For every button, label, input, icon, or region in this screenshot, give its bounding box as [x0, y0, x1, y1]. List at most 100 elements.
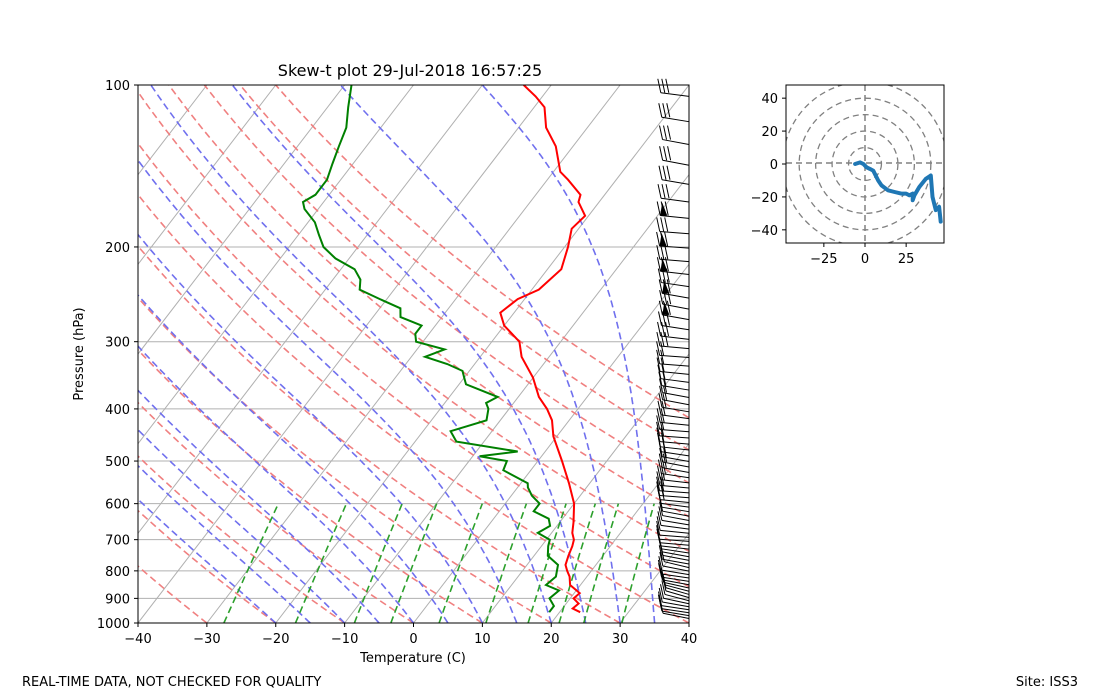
- wind-barb-feather: [662, 311, 666, 326]
- wind-barb-feather: [660, 331, 665, 347]
- mixing-ratio-line: [390, 503, 438, 623]
- dry-adiabat-line: [138, 142, 689, 588]
- wind-barb-feather: [662, 371, 667, 386]
- wind-barb-staff: [662, 565, 690, 572]
- wind-barb-staff: [659, 494, 690, 499]
- wind-barb-feather: [658, 597, 663, 612]
- pressure-axis-label: Pressure (hPa): [72, 307, 87, 400]
- wind-barb-staff: [660, 378, 690, 383]
- wind-barb-feather: [665, 321, 670, 337]
- moist-adiabat-line: [231, 85, 587, 623]
- wind-barb-feather: [660, 341, 665, 356]
- wind-barb-staff: [661, 548, 690, 554]
- wind-barb-feather: [658, 300, 663, 315]
- wind-barb-feather: [660, 245, 665, 260]
- moist-adiabat-line: [138, 158, 518, 623]
- wind-barb-staff: [659, 258, 690, 263]
- pressure-tick-label: 300: [105, 336, 130, 351]
- hodograph-ring: [814, 113, 916, 215]
- wind-barb-feather: [666, 311, 670, 326]
- hodograph-x-tick-label: 25: [898, 252, 915, 267]
- wind-barb-staff: [662, 558, 690, 565]
- wind-barb-feather: [656, 349, 661, 364]
- isotherm-line: [138, 85, 552, 623]
- isotherm-line: [550, 442, 689, 623]
- hodograph-y-tick-label: 20: [761, 125, 778, 140]
- wind-barb-feather: [661, 268, 666, 283]
- pressure-tick-label: 900: [105, 592, 130, 607]
- wind-barb-feather: [665, 268, 670, 283]
- wind-barb-staff: [661, 569, 690, 576]
- wind-barb-feather: [659, 146, 664, 161]
- temperature-tick-label: 40: [681, 632, 698, 647]
- wind-barb-feather: [658, 442, 663, 457]
- wind-barb-staff: [660, 414, 690, 420]
- wind-barb-feather: [662, 453, 667, 468]
- hodograph-y-tick-label: −40: [751, 224, 778, 239]
- isotherm-line: [481, 353, 689, 623]
- wind-barb-staff: [660, 479, 690, 484]
- wind-barb-staff: [662, 554, 690, 561]
- moist-adiabat-line: [138, 389, 380, 623]
- wind-barb-staff: [661, 473, 690, 479]
- wind-barb-feather: [665, 184, 670, 199]
- dry-adiabat-line: [138, 401, 414, 623]
- wind-barb-feather: [664, 217, 669, 232]
- wind-barb-staff: [662, 314, 690, 321]
- wind-barb-feather: [656, 476, 661, 491]
- wind-barb-feather: [660, 421, 665, 436]
- wind-barb-feather: [660, 476, 665, 491]
- dry-adiabat-line: [138, 565, 208, 623]
- wind-barb-staff: [664, 593, 690, 602]
- wind-barb-feather: [658, 556, 663, 571]
- wind-barb-feather: [663, 290, 668, 305]
- isotherm-line: [206, 85, 621, 623]
- wind-barb-feather: [658, 279, 663, 294]
- mixing-ratio-line: [558, 503, 597, 623]
- wind-barb-staff: [663, 581, 690, 589]
- wind-barb-staff: [662, 551, 690, 558]
- wind-barb-feather: [663, 146, 668, 161]
- moist-adiabat-line: [138, 464, 311, 623]
- wind-barb-feather: [656, 520, 661, 536]
- wind-barb-staff: [660, 545, 690, 550]
- wind-barb-feather: [660, 584, 665, 599]
- wind-barb-staff: [659, 354, 690, 358]
- wind-barb-pennant: [660, 258, 668, 272]
- wind-barb-feather: [664, 245, 669, 260]
- wind-barb-staff: [661, 576, 690, 582]
- wind-barb-staff: [661, 519, 690, 526]
- wind-barb-feather: [666, 300, 671, 315]
- wind-barb-feather: [656, 231, 661, 247]
- wind-barb-feather: [664, 201, 669, 216]
- wind-barb-feather: [661, 465, 666, 480]
- temperature-tick-label: −40: [124, 632, 151, 647]
- mixing-ratio-lines: [223, 503, 655, 623]
- hodograph-chart: 40 20 0 −20 −40 −25 0 25: [751, 84, 945, 267]
- temperature-tick-label: −20: [262, 632, 289, 647]
- wind-barb-feather: [659, 378, 664, 393]
- hodograph-x-tick-label: −25: [810, 252, 837, 267]
- wind-barb-staff: [662, 303, 690, 310]
- wind-barb-feather: [661, 184, 666, 199]
- wind-barb-feather: [662, 165, 667, 180]
- dry-adiabat-line: [138, 454, 346, 623]
- wind-barb-staff: [660, 502, 690, 508]
- wind-barb-staff: [661, 406, 690, 413]
- dry-adiabat-line: [138, 90, 689, 553]
- wind-barb-staff: [659, 230, 690, 235]
- wind-barbs: [656, 78, 690, 620]
- wind-barb-feather: [661, 78, 666, 93]
- wind-barb-staff: [660, 371, 690, 375]
- wind-barb-feather: [660, 547, 665, 562]
- hodograph-trace: [853, 160, 943, 224]
- wind-barb-staff: [662, 515, 690, 522]
- wind-barb-feather: [656, 201, 661, 216]
- wind-barb-staff: [661, 573, 690, 579]
- wind-barb-feather: [656, 421, 661, 436]
- wind-barb-feather: [656, 415, 661, 430]
- hodograph-plot-area: [786, 85, 944, 243]
- isotherm-line: [344, 173, 689, 623]
- wind-barb-staff: [661, 451, 690, 457]
- wind-barb-feather: [660, 349, 665, 364]
